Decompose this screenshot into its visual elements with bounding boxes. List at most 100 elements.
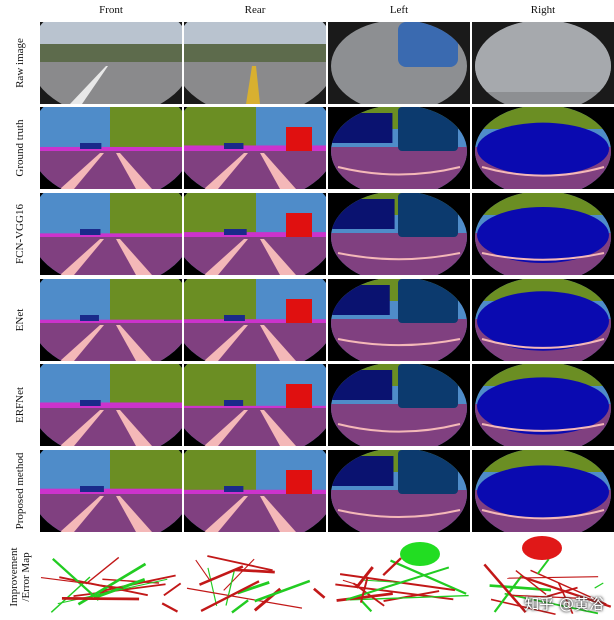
error-stroke <box>234 568 275 574</box>
error-stroke <box>237 581 270 595</box>
cell-graphic <box>472 364 614 446</box>
vegetation <box>110 193 182 238</box>
image-cell <box>328 193 470 275</box>
lane <box>246 66 260 104</box>
lane-marking <box>337 509 461 518</box>
cell-graphic <box>328 107 470 189</box>
car <box>80 486 104 492</box>
lane-marking <box>481 423 605 432</box>
lane-marking <box>260 153 296 189</box>
bus <box>398 450 458 494</box>
lane-marking <box>204 496 248 532</box>
car <box>224 486 244 492</box>
road <box>40 494 182 534</box>
error-stroke <box>489 584 552 592</box>
vehicle <box>475 22 611 92</box>
cell-graphic <box>40 107 182 191</box>
cell-graphic <box>40 193 182 277</box>
lane-marking <box>204 325 248 361</box>
vegetation <box>475 450 611 472</box>
error-stroke <box>52 558 100 601</box>
cell-graphic <box>328 364 470 446</box>
error-stroke <box>352 582 385 607</box>
car <box>477 207 609 263</box>
row-label: Improvement /Error Map <box>8 547 32 607</box>
sidewalk <box>40 233 182 240</box>
cell-graphic <box>40 279 182 363</box>
row-label: ENet <box>14 308 26 332</box>
lane-marking <box>116 410 152 446</box>
sidewalk <box>184 145 326 152</box>
error-stroke <box>382 557 402 577</box>
cell-graphic <box>40 364 182 448</box>
image-cell <box>328 536 470 618</box>
error-region <box>522 536 562 560</box>
image-cell <box>328 279 470 361</box>
person <box>286 213 312 237</box>
vegetation <box>184 279 256 324</box>
image-cell <box>40 536 182 618</box>
cell-graphic <box>472 279 614 361</box>
column-header: Front <box>99 4 123 16</box>
error-stroke <box>313 587 326 599</box>
cell-graphic <box>328 193 470 275</box>
error-stroke <box>102 574 176 592</box>
cell-graphic <box>472 193 614 275</box>
column-header: Rear <box>244 4 266 16</box>
map-bg <box>184 536 326 618</box>
road <box>331 404 467 446</box>
cell-graphic <box>184 364 326 448</box>
road <box>40 408 182 448</box>
image-cell <box>472 22 614 104</box>
car <box>224 400 244 406</box>
cell-graphic <box>472 450 614 532</box>
error-stroke <box>504 592 599 615</box>
error-stroke <box>557 582 574 615</box>
error-stroke <box>515 570 547 596</box>
lane-marking <box>60 153 104 189</box>
row-label: Raw image <box>14 38 26 88</box>
lane-marking <box>481 338 605 349</box>
lane <box>70 66 108 104</box>
lane-marking <box>481 252 605 261</box>
cell-graphic <box>472 22 614 104</box>
image-cell <box>40 107 182 191</box>
sidewalk <box>184 489 326 496</box>
car <box>224 315 245 321</box>
cell-graphic <box>328 536 470 618</box>
lane-marking <box>337 252 461 261</box>
cell-graphic <box>40 536 182 618</box>
lane-marking <box>60 496 104 532</box>
vegetation <box>110 450 182 495</box>
road <box>331 319 467 361</box>
car <box>80 315 99 321</box>
error-stroke <box>536 558 550 575</box>
road <box>40 237 182 277</box>
cell-graphic <box>328 279 470 361</box>
road <box>40 323 182 363</box>
sidewalk <box>40 319 182 326</box>
cell-graphic <box>184 279 326 363</box>
lane-marking <box>116 239 152 275</box>
car <box>80 229 101 235</box>
image-cell <box>184 536 326 618</box>
vegetation <box>184 107 256 152</box>
image-cell <box>328 450 470 532</box>
road <box>184 494 326 534</box>
error-stroke <box>231 599 249 614</box>
lane-marking <box>204 153 248 189</box>
car <box>224 143 244 149</box>
error-stroke <box>342 579 360 587</box>
cell-graphic <box>184 107 326 191</box>
person <box>286 384 312 408</box>
road <box>184 323 326 363</box>
image-cell <box>472 193 614 275</box>
vegetation <box>184 364 256 409</box>
row-label: Ground truth <box>14 119 26 177</box>
error-stroke <box>61 597 140 601</box>
error-stroke <box>530 569 607 605</box>
lane-marking <box>481 166 605 177</box>
road <box>184 151 326 191</box>
error-stroke <box>207 555 273 572</box>
lane-marking <box>337 166 461 176</box>
